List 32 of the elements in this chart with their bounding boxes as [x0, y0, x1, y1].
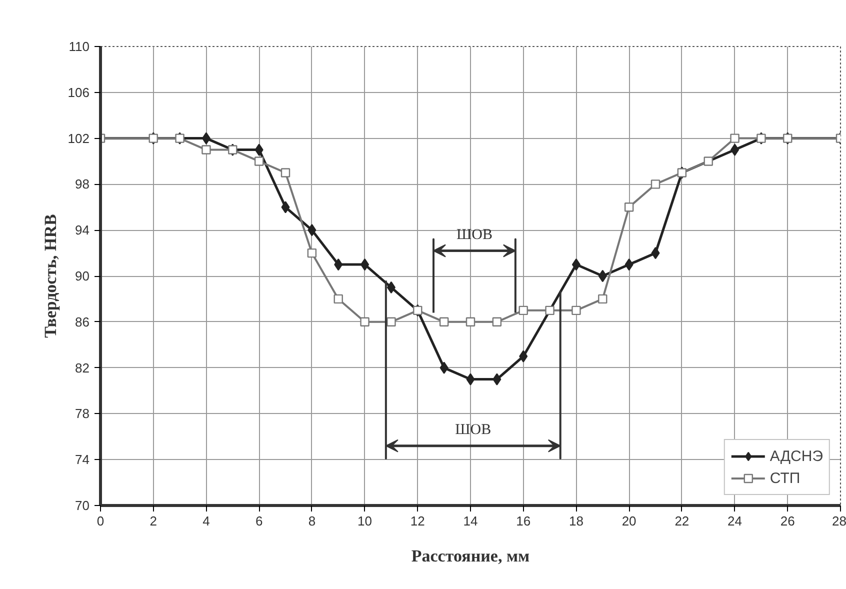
y-tick-label: 110	[68, 39, 90, 54]
x-tick-label: 18	[568, 514, 584, 528]
x-tick-label: 6	[255, 514, 263, 528]
y-tick-label: 102	[68, 130, 90, 146]
x-tick-label: 8	[308, 514, 316, 528]
x-tick-label: 24	[728, 514, 742, 528]
x-tick-label: 12	[410, 514, 425, 528]
y-axis-title: Твердость, HRB	[40, 214, 60, 338]
y-tick-label: 70	[75, 498, 90, 513]
x-tick-label: 0	[96, 514, 104, 528]
y-tick-label: 98	[75, 176, 90, 192]
x-tick-label: 14	[463, 514, 478, 528]
y-tick-label: 74	[75, 452, 90, 468]
x-tick-label: 20	[622, 514, 636, 528]
x-axis-title: Расстояние, мм	[411, 546, 530, 566]
annotation: ШОВ	[455, 422, 492, 438]
y-tick-label: 82	[75, 360, 90, 376]
y-tick-label: 86	[75, 314, 90, 330]
x-tick-label: 26	[780, 514, 795, 528]
legend-label: СТП	[770, 470, 800, 486]
x-tick-label: 22	[674, 514, 690, 528]
y-tick-label: 90	[75, 268, 90, 284]
y-tick-label: 94	[75, 222, 90, 238]
legend-label: АДСНЭ	[770, 448, 823, 464]
x-tick-label: 4	[202, 514, 210, 528]
annotation: ШОВ	[456, 226, 492, 243]
x-tick-label: 2	[150, 514, 157, 528]
x-tick-label: 16	[516, 514, 531, 528]
x-tick-label: 28	[832, 514, 846, 528]
y-tick-label: 78	[75, 406, 90, 422]
y-tick-label: 106	[68, 84, 90, 100]
x-tick-label: 10	[358, 514, 372, 528]
